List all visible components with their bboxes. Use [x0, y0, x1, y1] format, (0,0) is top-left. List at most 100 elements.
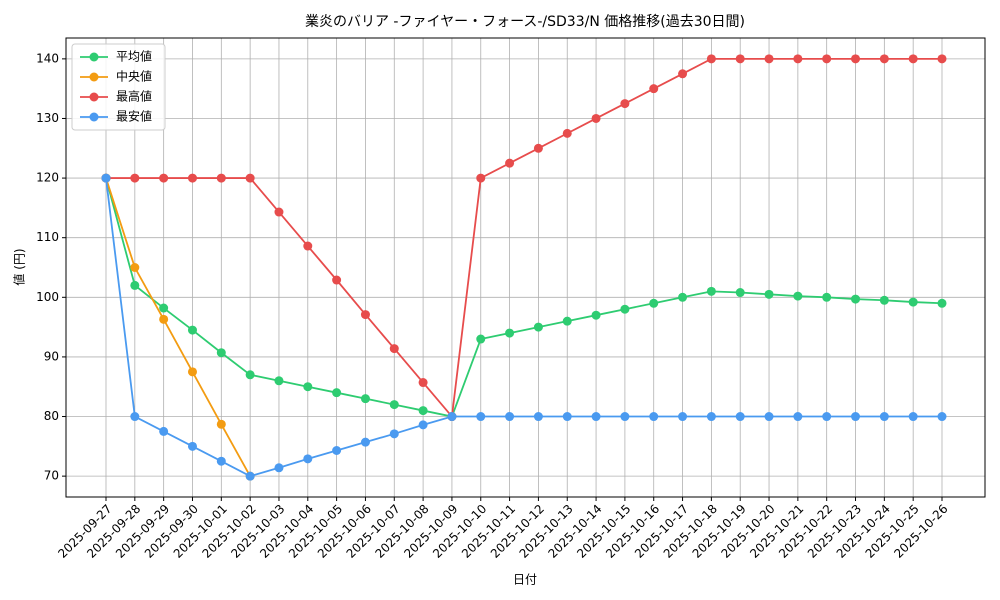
data-point — [620, 412, 630, 422]
data-point — [620, 99, 630, 109]
data-point — [216, 456, 226, 466]
data-point — [447, 412, 457, 422]
data-point — [245, 370, 255, 380]
series-line — [105, 177, 943, 418]
legend-label: 最安値 — [116, 109, 152, 124]
data-point — [418, 406, 428, 416]
data-point — [303, 454, 313, 464]
data-point — [130, 412, 140, 422]
legend-marker — [89, 52, 99, 62]
y-tick-label: 110 — [36, 230, 59, 244]
chart-title: 業炎のバリア -ファイヤー・フォース-/SD33/N 価格推移(過去30日間) — [305, 14, 745, 30]
data-point — [591, 412, 601, 422]
data-point — [303, 241, 313, 251]
data-point — [851, 294, 861, 304]
data-point — [793, 412, 803, 422]
data-point — [533, 143, 543, 153]
data-point — [620, 304, 630, 314]
data-point — [879, 412, 889, 422]
data-point — [649, 412, 659, 422]
data-point — [937, 298, 947, 308]
data-point — [130, 263, 140, 272]
data-point — [649, 84, 659, 94]
data-point — [187, 325, 197, 335]
data-point — [505, 412, 515, 422]
data-point — [187, 441, 197, 451]
data-point — [937, 54, 947, 64]
data-point — [159, 303, 169, 313]
legend-label: 最高値 — [116, 89, 152, 104]
data-point — [216, 173, 226, 183]
data-point — [706, 412, 716, 422]
data-point — [533, 412, 543, 422]
data-point — [274, 376, 284, 386]
data-point — [908, 54, 918, 64]
data-point — [332, 446, 342, 456]
data-point — [678, 69, 688, 79]
data-point — [533, 322, 543, 332]
data-point — [851, 54, 861, 64]
data-point — [101, 173, 111, 183]
data-point — [159, 426, 169, 436]
legend-label: 平均値 — [116, 49, 152, 64]
data-point — [678, 412, 688, 422]
data-point — [187, 173, 197, 183]
data-point — [418, 378, 428, 388]
data-point — [159, 314, 169, 324]
data-point — [908, 297, 918, 307]
data-point — [187, 367, 197, 377]
data-point — [418, 420, 428, 430]
data-point — [216, 348, 226, 358]
data-point — [245, 173, 255, 183]
data-point — [360, 437, 370, 447]
y-tick-label: 100 — [36, 290, 59, 304]
data-point — [476, 334, 486, 344]
data-point — [678, 292, 688, 302]
data-point — [793, 291, 803, 301]
y-tick-label: 70 — [44, 469, 59, 483]
data-point — [130, 280, 140, 290]
data-point — [706, 54, 716, 64]
legend-label: 中央値 — [116, 69, 152, 84]
data-point — [505, 158, 515, 168]
series-line — [106, 57, 942, 419]
data-point — [562, 128, 572, 138]
data-point — [389, 400, 399, 410]
series-line — [105, 177, 942, 478]
data-point — [851, 412, 861, 422]
data-point — [360, 394, 370, 404]
data-point — [303, 382, 313, 392]
y-tick-label: 130 — [36, 111, 59, 125]
data-point — [389, 344, 399, 354]
data-point — [706, 286, 716, 296]
y-axis-label: 値 (円) — [12, 248, 27, 285]
legend-box — [71, 43, 166, 131]
data-point — [735, 288, 745, 298]
data-point — [764, 412, 774, 422]
data-point — [735, 54, 745, 64]
legend-marker — [89, 112, 99, 122]
data-point — [159, 173, 169, 183]
data-point — [764, 289, 774, 299]
data-point — [822, 412, 832, 422]
data-point — [274, 463, 284, 473]
data-point — [476, 173, 486, 183]
data-point — [562, 412, 572, 422]
data-point — [735, 412, 745, 422]
data-point — [130, 173, 140, 183]
data-point — [245, 471, 255, 481]
data-point — [879, 295, 889, 305]
data-point — [793, 54, 803, 64]
series-line — [105, 177, 251, 477]
data-point — [591, 113, 601, 123]
y-tick-label: 140 — [36, 51, 59, 65]
legend-marker — [89, 72, 99, 82]
data-point — [879, 54, 889, 64]
data-point — [332, 388, 342, 398]
data-point — [216, 419, 226, 429]
data-point — [764, 54, 774, 64]
data-point — [908, 412, 918, 422]
plot-frame — [65, 37, 986, 498]
